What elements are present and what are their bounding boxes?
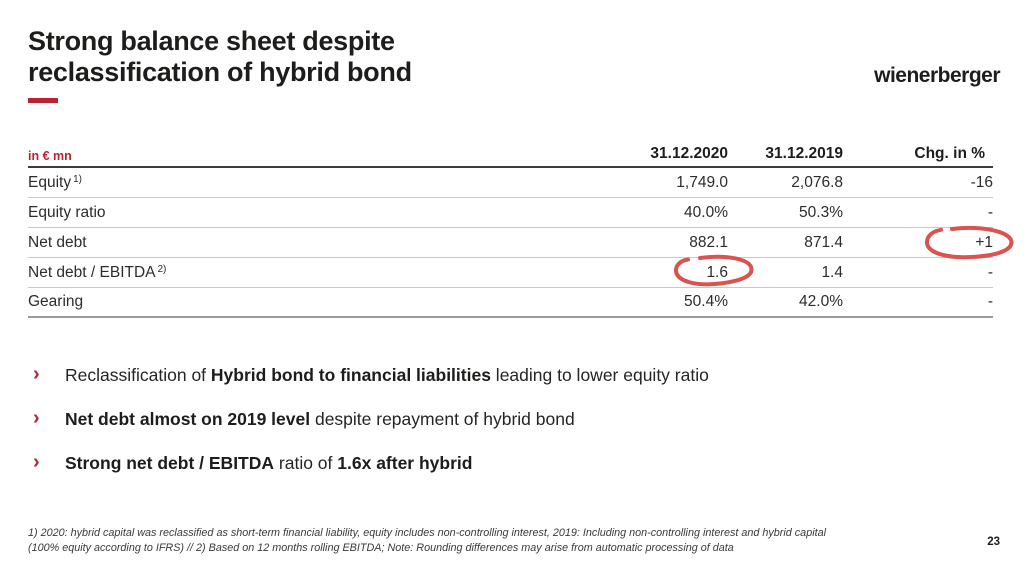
value-chg: +1 bbox=[975, 233, 993, 251]
value-chg: - bbox=[987, 293, 993, 310]
row-label: Net debt bbox=[28, 234, 598, 252]
page-number: 23 bbox=[987, 536, 1000, 548]
footnote-line2: (100% equity according to IFRS) // 2) Ba… bbox=[28, 542, 734, 554]
bullet-text: Net debt almost on 2019 level despite re… bbox=[65, 408, 575, 430]
row-label-text: Equity ratio bbox=[28, 203, 106, 221]
value-chg: - bbox=[987, 263, 993, 281]
table-row: Net debt / EBITDA 2) 1.6 1.4 - bbox=[28, 258, 993, 288]
footnote-line1: 1) 2020: hybrid capital was reclassified… bbox=[28, 527, 826, 539]
column-header-chg: Chg. in % bbox=[914, 145, 985, 162]
bullet-text-segment: Hybrid bond to financial liabilities bbox=[210, 365, 491, 385]
bullet-text-segment: despite repayment of hybrid bond bbox=[310, 409, 575, 429]
table-row: Equity ratio 40.0% 50.3% - bbox=[28, 198, 993, 228]
bullet-text: Reclassification of Hybrid bond to finan… bbox=[65, 364, 709, 386]
value-2019: 42.0% bbox=[799, 293, 843, 310]
balance-sheet-table: in € mn 31.12.2020 31.12.2019 Chg. in % … bbox=[28, 137, 993, 318]
value-2019: 871.4 bbox=[804, 233, 843, 251]
footnote: 1) 2020: hybrid capital was reclassified… bbox=[28, 526, 826, 556]
bullet-text-segment: Strong net debt / EBITDA bbox=[65, 453, 275, 473]
column-header-2019: 31.12.2019 bbox=[765, 145, 843, 162]
table-row: Gearing 50.4% 42.0% - bbox=[28, 288, 993, 318]
row-label: Equity 1) bbox=[28, 174, 598, 192]
table-unit-label: in € mn bbox=[28, 149, 72, 163]
chevron-right-icon: › bbox=[33, 451, 40, 473]
list-item: › Net debt almost on 2019 level despite … bbox=[33, 408, 709, 430]
list-item: › Strong net debt / EBITDA ratio of 1.6x… bbox=[33, 452, 709, 474]
title-accent-dash bbox=[28, 98, 58, 103]
footnote-marker: 1) bbox=[73, 173, 82, 185]
row-label-text: Equity bbox=[28, 173, 72, 191]
value-chg: -16 bbox=[970, 173, 993, 191]
chevron-right-icon: › bbox=[33, 363, 40, 385]
table-row: Equity 1) 1,749.0 2,076.8 -16 bbox=[28, 168, 993, 198]
value-2020: 882.1 bbox=[689, 233, 728, 251]
value-chg: - bbox=[987, 203, 993, 221]
bullet-text-segment: Reclassification of bbox=[65, 365, 211, 385]
bullet-text-segment: Net debt almost on 2019 level bbox=[65, 409, 311, 429]
value-2020: 50.4% bbox=[684, 293, 728, 310]
bullet-text-segment: ratio of bbox=[274, 453, 338, 473]
row-label: Gearing bbox=[28, 293, 598, 311]
value-2020: 1.6 bbox=[706, 263, 728, 281]
slide-title: Strong balance sheet despite reclassific… bbox=[28, 26, 412, 88]
row-label-text: Net debt bbox=[28, 233, 87, 251]
value-2019: 2,076.8 bbox=[791, 173, 843, 191]
chevron-right-icon: › bbox=[33, 407, 40, 429]
table-row: Net debt 882.1 871.4 +1 bbox=[28, 228, 993, 258]
slide-title-line1: Strong balance sheet despite bbox=[28, 26, 395, 56]
row-label: Net debt / EBITDA 2) bbox=[28, 264, 598, 282]
company-logo: wienerberger bbox=[874, 64, 1000, 87]
bullet-list: › Reclassification of Hybrid bond to fin… bbox=[33, 364, 709, 474]
bullet-text: Strong net debt / EBITDA ratio of 1.6x a… bbox=[65, 452, 472, 474]
footnote-marker: 2) bbox=[157, 263, 167, 275]
value-2019: 50.3% bbox=[799, 203, 843, 221]
column-header-2020: 31.12.2020 bbox=[650, 145, 728, 162]
row-label-text: Net debt / EBITDA bbox=[28, 263, 156, 281]
value-2020: 40.0% bbox=[684, 203, 728, 221]
list-item: › Reclassification of Hybrid bond to fin… bbox=[33, 364, 709, 386]
bullet-text-segment: leading to lower equity ratio bbox=[490, 365, 709, 385]
slide-title-line2: reclassification of hybrid bond bbox=[28, 57, 412, 87]
bullet-text-segment: 1.6x after hybrid bbox=[337, 453, 473, 473]
row-label: Equity ratio bbox=[28, 204, 598, 222]
row-label-text: Gearing bbox=[28, 293, 84, 310]
table-header-row: in € mn 31.12.2020 31.12.2019 Chg. in % bbox=[28, 137, 993, 168]
value-2019: 1.4 bbox=[821, 263, 843, 281]
value-2020: 1,749.0 bbox=[676, 173, 728, 191]
